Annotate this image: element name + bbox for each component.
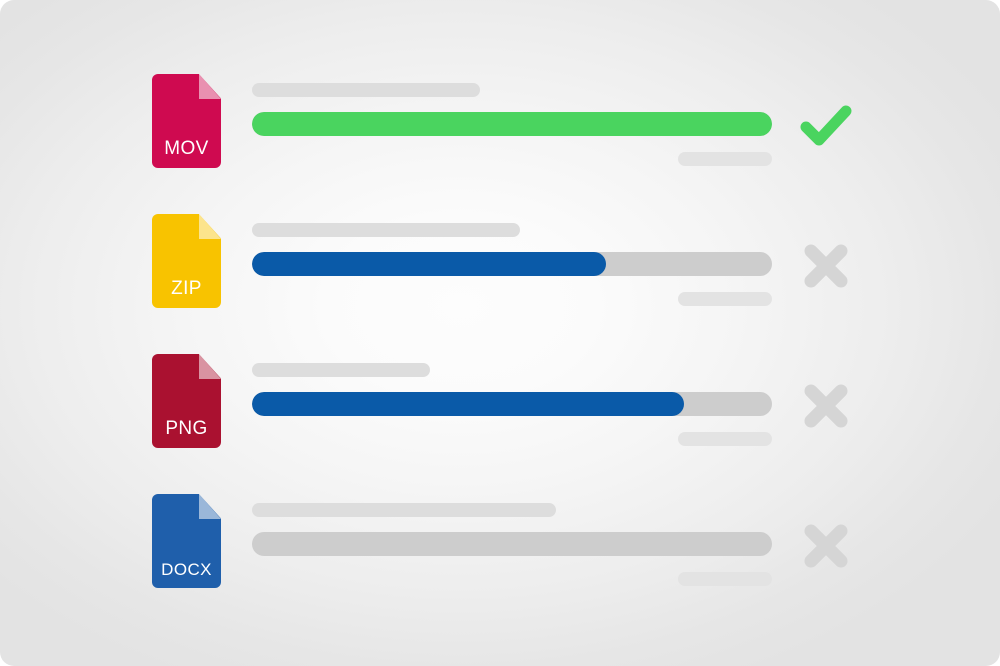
progress-fill — [252, 252, 606, 276]
file-transfer-row[interactable]: MOV — [0, 74, 1000, 194]
transfer-size-placeholder — [678, 572, 772, 586]
file-type-icon-mov: MOV — [152, 74, 221, 168]
progress-track[interactable] — [252, 252, 772, 276]
file-type-icon-png: PNG — [152, 354, 221, 448]
file-transfer-row[interactable]: ZIP — [0, 214, 1000, 334]
cross-icon[interactable] — [796, 516, 856, 576]
file-transfer-row[interactable]: PNG — [0, 354, 1000, 474]
file-name-placeholder — [252, 363, 430, 377]
file-type-icon-docx: DOCX — [152, 494, 221, 588]
progress-track[interactable] — [252, 532, 772, 556]
progress-fill — [252, 392, 684, 416]
file-extension-label: PNG — [165, 418, 208, 439]
file-extension-label: ZIP — [171, 278, 202, 299]
file-name-placeholder — [252, 223, 520, 237]
file-extension-label: MOV — [164, 138, 209, 159]
file-transfer-row[interactable]: DOCX — [0, 494, 1000, 614]
progress-track[interactable] — [252, 392, 772, 416]
cross-icon[interactable] — [796, 376, 856, 436]
file-name-placeholder — [252, 83, 480, 97]
file-extension-label: DOCX — [161, 560, 212, 579]
check-icon[interactable] — [796, 96, 856, 156]
transfer-size-placeholder — [678, 432, 772, 446]
progress-fill — [252, 112, 772, 136]
transfer-size-placeholder — [678, 152, 772, 166]
cross-icon[interactable] — [796, 236, 856, 296]
file-type-icon-zip: ZIP — [152, 214, 221, 308]
transfer-size-placeholder — [678, 292, 772, 306]
file-name-placeholder — [252, 503, 556, 517]
progress-track[interactable] — [252, 112, 772, 136]
